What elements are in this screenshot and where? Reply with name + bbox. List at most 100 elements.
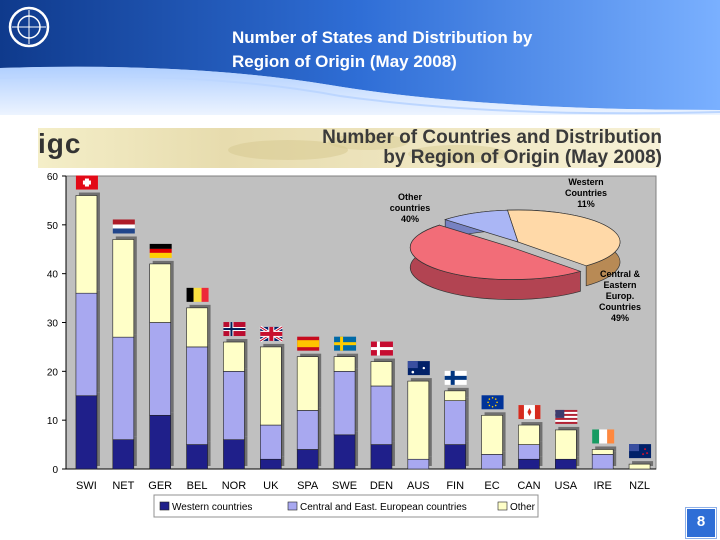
other-segment-net [112,239,135,338]
flag-icon-can [518,405,541,420]
central-segment-ire [591,454,614,470]
pie-label: 40% [401,214,419,224]
other-segment-can [518,424,540,445]
other-segment-den [370,361,393,387]
flag-icon-net [112,219,135,234]
flag-stripe [555,417,578,420]
central-segment-bel [186,346,208,445]
flag-field [481,395,504,410]
flag-icon-fin [444,370,467,385]
slide-header: Number of States and Distribution by Reg… [0,0,720,115]
pie-label: Countries [565,188,607,198]
pie-label: Central & [600,269,641,279]
flag-stripe [555,419,578,422]
legend-box [153,494,539,518]
flag-cross [260,331,283,336]
central-segment-swi [75,292,98,397]
flag-cross [370,347,393,351]
flag-star [422,366,426,370]
flag-leaf [527,408,532,417]
flag-icon-aus [407,361,430,376]
pie-label: countries [390,203,431,213]
flag-star [494,398,497,400]
flag-stripe [555,409,578,412]
other-segment-spa [296,356,319,411]
pie-label: 49% [611,313,629,323]
x-tick-label: GER [148,480,172,492]
y-tick-label: 0 [52,465,58,476]
bar-shadow [595,446,617,452]
pie-label: Europ. [606,291,635,301]
stacked-bar-chart: 0 10 20 30 40 50 60 SWI NET GER BEL NOR UK SPA SWE DEN A… [47,172,657,518]
title-banner [38,128,660,168]
flag-band [149,248,172,253]
western-segment-den [370,444,393,470]
flag-icon-swi [75,175,98,190]
x-tick-label: NZL [629,480,650,492]
flag-icon-den [370,341,393,356]
pie-label: Other [398,192,423,202]
slide-title: Number of States and Distribution by Reg… [232,26,672,74]
chart-legend: Western countries Central and East. Europ… [153,494,539,518]
x-tick-label: CAN [517,480,540,492]
flag-star [411,370,415,374]
central-segment-ger [149,322,171,416]
central-segment-swe [333,371,356,436]
western-segment-uk [260,458,282,470]
flag-icon-ger [149,243,172,258]
x-tick-label: SWE [332,480,357,492]
flag-star [491,396,494,399]
central-segment-ec [481,454,503,470]
legend-swatch [287,501,298,511]
other-segment-ire [591,449,614,455]
header-background [0,0,720,115]
central-segment-den [370,385,393,445]
x-tick-label: NET [112,480,134,492]
western-segment-spa [296,449,319,470]
slide-title-line2: Region of Origin (May 2008) [232,52,457,71]
legend-label: Western countries [172,502,252,513]
pie-slice-1 [409,224,582,280]
flag-band [297,340,320,348]
western-segment-ger [149,414,171,470]
flag-cross [223,328,246,331]
other-segment-nzl [628,463,651,470]
flag-icon-bel [186,287,209,302]
western-segment-fin [444,444,466,470]
western-segment-swi [75,395,98,470]
flag-star [488,404,491,407]
y-tick-label: 30 [47,319,59,330]
other-segment-ec [481,414,503,455]
other-segment-swe [333,356,356,372]
western-segment-can [518,458,540,470]
legend-swatch [497,501,508,511]
pie-slice-2 [444,209,519,243]
flag-band [112,224,135,229]
x-tick-label: NOR [222,480,247,492]
flag-star [646,452,649,455]
flag-band [534,405,541,420]
central-segment-net [112,336,135,440]
flag-cross [82,180,91,185]
pie-label: Countries [599,302,641,312]
x-tick-label: DEN [370,480,393,492]
flag-star [487,401,489,404]
x-tick-label: SPA [297,480,319,492]
chart-title: Number of Countries and Distribution by … [262,128,662,168]
western-segment-nor [223,439,245,470]
legend-label: Other [510,502,536,513]
other-segment-ger [149,263,171,323]
central-segment-aus [407,458,430,470]
y-tick-label: 40 [47,270,59,281]
other-segment-usa [555,429,577,460]
flag-star [488,398,491,400]
flag-star [496,401,498,404]
flag-band [186,287,194,302]
chart-title-line1: Number of Countries and Distribution [322,127,662,148]
x-tick-label: UK [263,480,279,492]
flag-band [592,429,600,444]
chart-title-line2: by Region of Origin (May 2008) [383,147,662,168]
bar-shadow [632,461,654,466]
flag-band [607,429,615,444]
x-tick-label: USA [555,480,578,492]
